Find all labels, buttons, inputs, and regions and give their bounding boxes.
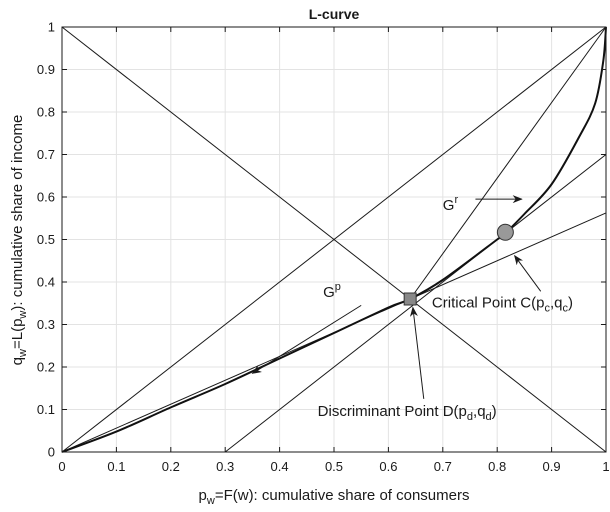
discriminant-label: Discriminant Point D(pd,qd) [318, 403, 497, 423]
x-tick-label: 0.1 [107, 459, 125, 474]
x-tick-labels: 0 0.1 0.2 0.3 0.4 0.5 0.6 0.7 0.8 0.9 1 [58, 27, 610, 474]
y-tick-label: 0.4 [37, 275, 55, 290]
x-tick-label: 0.2 [162, 459, 180, 474]
x-tick-label: 1 [602, 459, 609, 474]
y-tick-labels: 0 0.1 0.2 0.3 0.4 0.5 0.6 0.7 0.8 0.9 1 [37, 20, 606, 460]
x-tick-label: 0.9 [543, 459, 561, 474]
marked-points [403, 223, 514, 306]
critical-arrow [514, 254, 542, 292]
y-tick-label: 0.9 [37, 62, 55, 77]
reference-line [409, 26, 607, 300]
y-tick-label: 0.5 [37, 232, 55, 247]
gp-arrow [251, 304, 362, 374]
x-tick-label: 0 [58, 459, 65, 474]
y-axis-label: qw=L(pw): cumulative share of income [9, 115, 29, 366]
l-curve-line [61, 26, 607, 453]
y-tick-label: 0.3 [37, 317, 55, 332]
x-tick-label: 0.6 [379, 459, 397, 474]
critical-label: Critical Point C(pc,qc) [432, 295, 573, 315]
critical-point-marker [496, 223, 514, 241]
annotations: Gr Gp Critical Point C(pc,qc) Discriminant … [251, 194, 573, 423]
x-axis-label: pw=F(w): cumulative share of consumers [199, 487, 470, 507]
y-tick-label: 0 [48, 445, 55, 460]
y-tick-label: 0.6 [37, 190, 55, 205]
chart-title: L-curve [309, 6, 360, 22]
discriminant-point-marker [403, 292, 417, 306]
discriminant-arrow [409, 306, 425, 399]
x-tick-label: 0.4 [271, 459, 289, 474]
y-tick-label: 0.2 [37, 360, 55, 375]
gr-label: Gr [443, 194, 459, 214]
y-tick-label: 1 [48, 20, 55, 35]
gp-label: Gp [323, 281, 341, 301]
x-tick-label: 0.3 [216, 459, 234, 474]
x-tick-label: 0.5 [325, 459, 343, 474]
data-series [61, 26, 607, 453]
y-tick-label: 0.8 [37, 105, 55, 120]
y-tick-label: 0.7 [37, 147, 55, 162]
reference-line [61, 26, 607, 453]
x-tick-label: 0.8 [488, 459, 506, 474]
y-tick-label: 0.1 [37, 402, 55, 417]
x-tick-label: 0.7 [434, 459, 452, 474]
